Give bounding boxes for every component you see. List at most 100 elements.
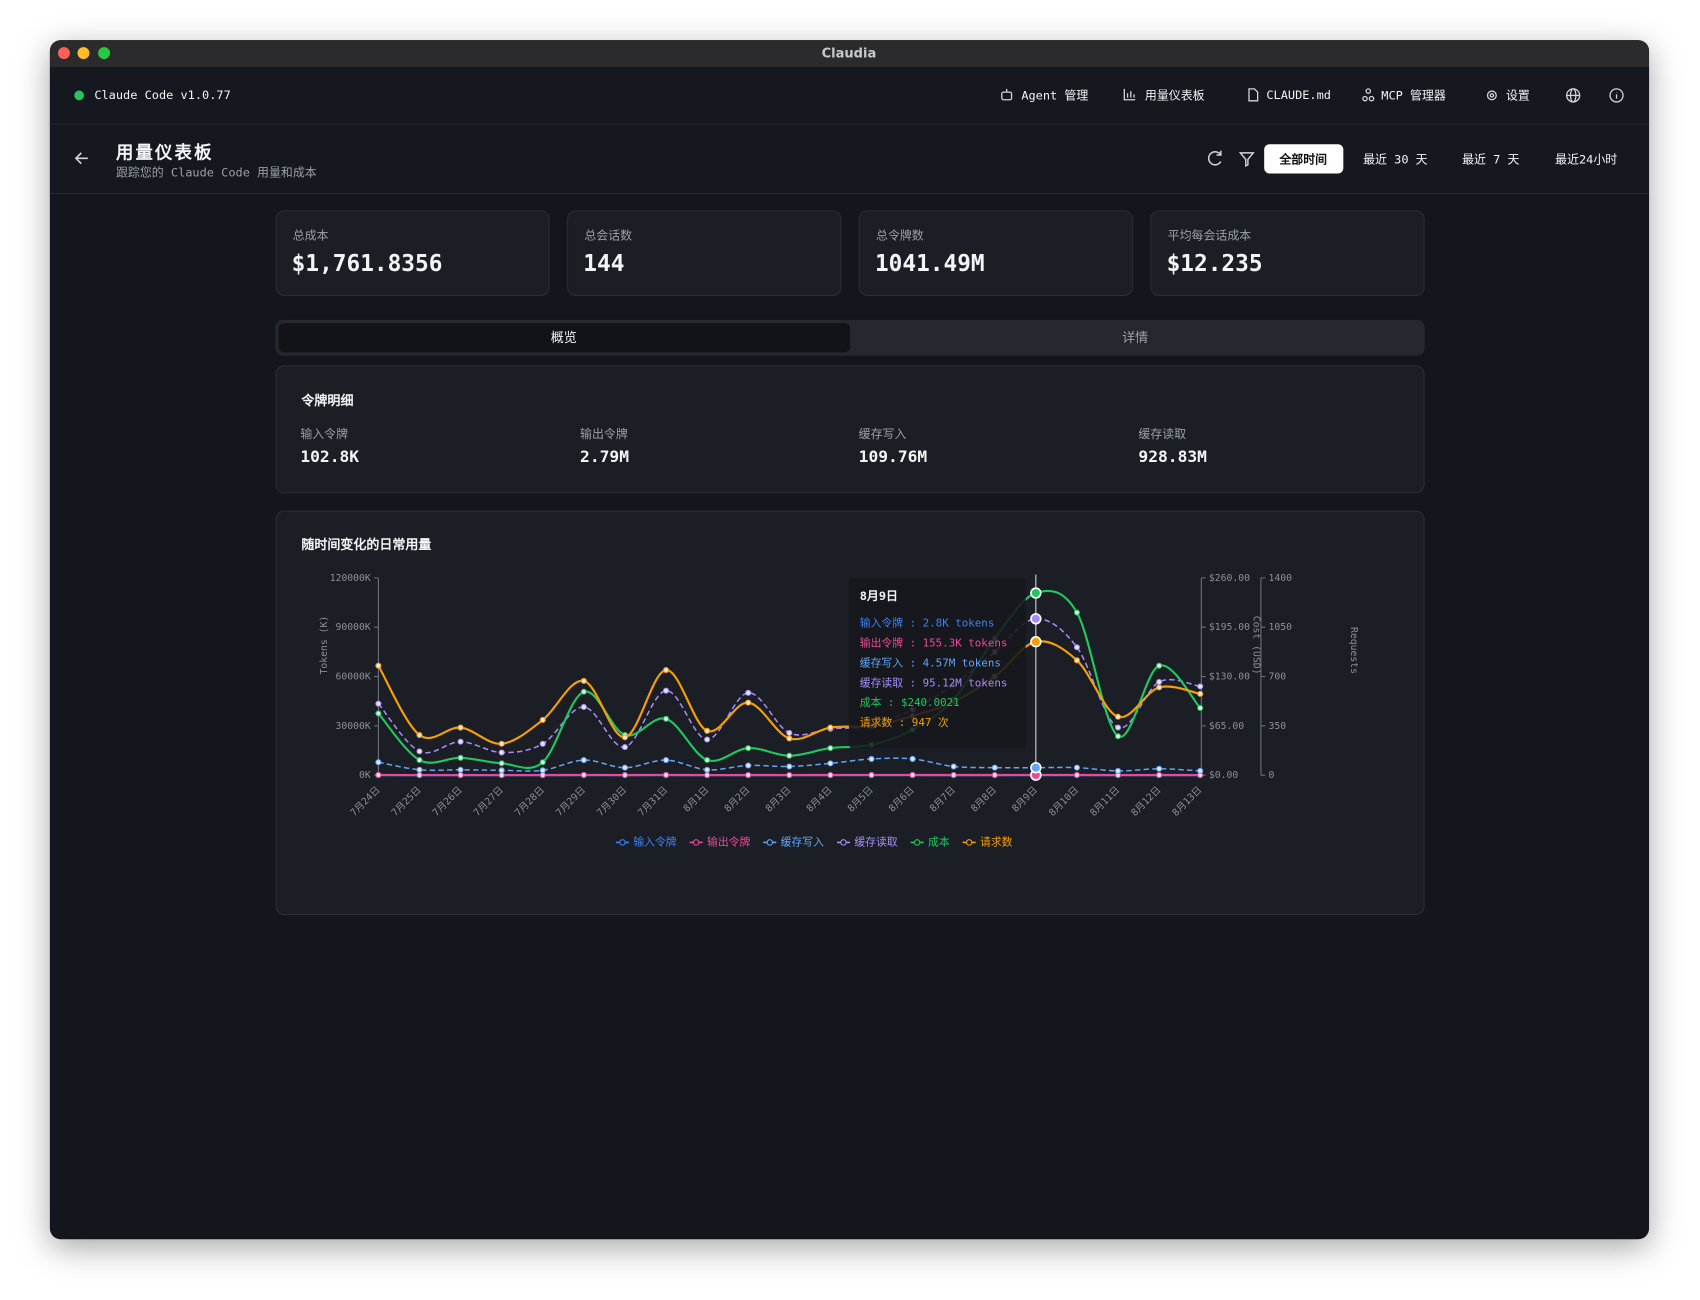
data-point: [458, 739, 463, 744]
x-tick-label: 7月24日: [348, 784, 383, 819]
data-point: [376, 701, 381, 706]
nav-item[interactable]: 用量仪表板: [1145, 87, 1205, 104]
breakdown-value: 2.79M: [580, 447, 629, 467]
data-point: [1157, 663, 1162, 668]
range-option[interactable]: 最近 30 天: [1363, 151, 1428, 168]
tick-label: 1050: [1269, 622, 1293, 633]
data-point: [1031, 588, 1041, 598]
x-tick-label: 8月3日: [763, 784, 794, 815]
x-tick-label: 7月28日: [512, 784, 547, 819]
stat-card: 平均每会话成本 $12.235: [1150, 210, 1424, 296]
tick-label: 60000K: [336, 672, 371, 683]
data-point: [581, 689, 586, 694]
breakdown-label: 输入令牌: [300, 425, 348, 442]
data-point: [664, 668, 669, 673]
x-tick-label: 7月25日: [389, 784, 424, 819]
data-point: [787, 764, 792, 769]
data-point: [581, 772, 586, 777]
data-point: [910, 756, 915, 761]
data-point: [417, 733, 422, 738]
data-point: [1157, 679, 1162, 684]
legend-label: 请求数: [980, 835, 1013, 848]
tick-label: 1400: [1269, 573, 1293, 584]
data-point: [499, 750, 504, 755]
tab[interactable]: 概览: [551, 328, 577, 346]
data-point: [664, 688, 669, 693]
tick-label: 30000K: [336, 721, 371, 732]
legend-swatch-dot: [914, 840, 919, 845]
data-point: [1031, 614, 1041, 624]
breakdown-value: 928.83M: [1138, 447, 1207, 467]
data-point: [992, 773, 997, 778]
x-tick-label: 8月5日: [845, 784, 876, 815]
data-point: [951, 764, 956, 769]
x-tick-label: 8月12日: [1129, 784, 1164, 819]
legend-swatch-dot: [966, 840, 971, 845]
stat-label: 总令牌数: [876, 227, 924, 244]
data-point: [376, 772, 381, 777]
data-point: [1157, 685, 1162, 690]
x-tick-label: 7月31日: [636, 784, 671, 819]
data-point: [417, 767, 422, 772]
legend-label: 缓存读取: [854, 834, 897, 848]
data-point: [664, 758, 669, 763]
nav-item[interactable]: MCP 管理器: [1381, 87, 1446, 104]
nav-item[interactable]: CLAUDE.md: [1266, 88, 1331, 102]
data-point: [705, 773, 710, 778]
range-option[interactable]: 最近 7 天: [1462, 151, 1519, 168]
data-point: [951, 773, 956, 778]
x-tick-label: 8月9日: [1010, 784, 1041, 815]
data-point: [622, 773, 627, 778]
page-subtitle: 跟踪您的 Claude Code 用量和成本: [116, 164, 317, 181]
x-tick-label: 7月29日: [553, 784, 588, 819]
maximize-button[interactable]: [98, 47, 110, 59]
legend-label: 缓存写入: [781, 834, 824, 848]
tick-label: $130.00: [1209, 672, 1250, 683]
version-label: Claude Code v1.0.77: [94, 88, 230, 102]
data-point: [1116, 725, 1121, 730]
legend-label: 输入令牌: [633, 834, 676, 848]
data-point: [622, 745, 627, 750]
stat-value: $12.235: [1167, 250, 1263, 276]
x-tick-label: 8月8日: [968, 784, 999, 815]
data-point: [1116, 768, 1121, 773]
y2-axis-title: Cost (USD): [1251, 616, 1262, 675]
tooltip-title: 8月9日: [860, 589, 898, 603]
data-point: [787, 730, 792, 735]
tick-label: 90000K: [336, 622, 371, 633]
x-tick-label: 8月1日: [681, 784, 712, 815]
data-point: [499, 761, 504, 766]
x-tick-label: 7月26日: [430, 784, 465, 819]
data-point: [458, 755, 463, 760]
data-point: [828, 746, 833, 751]
data-point: [1031, 637, 1041, 647]
status-dot: [74, 91, 84, 101]
data-point: [417, 749, 422, 754]
chart-card: 随时间变化的日常用量 0K30000K60000K90000K120000K$0…: [275, 511, 1424, 915]
legend-label: 成本: [928, 834, 950, 848]
data-point: [992, 765, 997, 770]
nav-item[interactable]: Agent 管理: [1021, 87, 1088, 104]
data-point: [581, 678, 586, 683]
data-point: [828, 761, 833, 766]
data-point: [1157, 773, 1162, 778]
nav-item[interactable]: 设置: [1506, 87, 1530, 104]
stat-card: 总会话数 144: [567, 210, 841, 296]
close-button[interactable]: [58, 47, 70, 59]
legend-swatch-dot: [693, 840, 698, 845]
minimize-button[interactable]: [78, 47, 90, 59]
data-point: [869, 756, 874, 761]
range-option[interactable]: 最近24小时: [1555, 151, 1617, 168]
range-option[interactable]: 全部时间: [1279, 151, 1327, 168]
data-point: [705, 728, 710, 733]
data-point: [869, 772, 874, 777]
stat-label: 平均每会话成本: [1168, 227, 1251, 244]
data-point: [376, 663, 381, 668]
tick-label: $0.00: [1209, 770, 1238, 781]
tab[interactable]: 详情: [1122, 328, 1148, 346]
data-point: [787, 753, 792, 758]
x-tick-label: 8月7日: [927, 784, 958, 815]
data-point: [499, 741, 504, 746]
